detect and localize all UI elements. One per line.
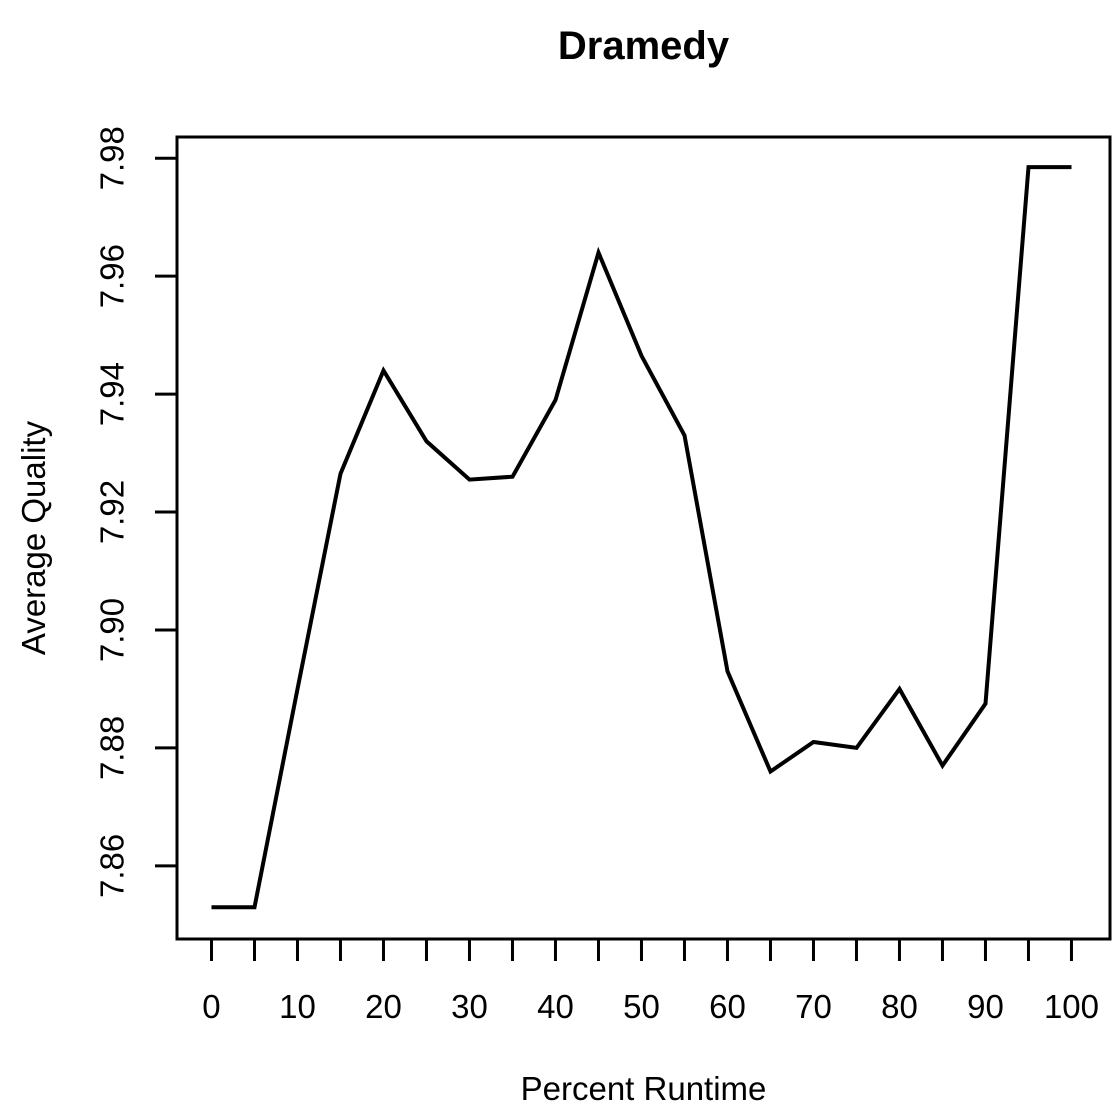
x-tick-label: 80 bbox=[881, 988, 918, 1025]
y-axis-title: Average Quality bbox=[15, 420, 52, 656]
x-tick-label: 0 bbox=[202, 988, 220, 1025]
x-tick-label: 50 bbox=[623, 988, 660, 1025]
x-tick-label: 100 bbox=[1044, 988, 1099, 1025]
x-tick-label: 20 bbox=[365, 988, 402, 1025]
chart-title: Dramedy bbox=[557, 24, 730, 68]
x-tick-label: 70 bbox=[795, 988, 832, 1025]
y-tick-label: 7.92 bbox=[94, 480, 131, 544]
x-tick-label: 60 bbox=[709, 988, 746, 1025]
y-tick-label: 7.98 bbox=[94, 126, 131, 190]
y-tick-label: 7.88 bbox=[94, 716, 131, 780]
plot-border bbox=[175, 135, 1112, 941]
x-tick-label: 90 bbox=[967, 988, 1004, 1025]
y-tick-label: 7.94 bbox=[94, 362, 131, 426]
x-axis-title: Percent Runtime bbox=[520, 1070, 767, 1107]
x-tick-label: 10 bbox=[279, 988, 316, 1025]
x-tick-label: 40 bbox=[537, 988, 574, 1025]
y-tick-label: 7.86 bbox=[94, 834, 131, 898]
x-tick-label: 30 bbox=[451, 988, 488, 1025]
y-tick-label: 7.96 bbox=[94, 244, 131, 308]
y-tick-label: 7.90 bbox=[94, 598, 131, 662]
data-line bbox=[211, 165, 1072, 910]
